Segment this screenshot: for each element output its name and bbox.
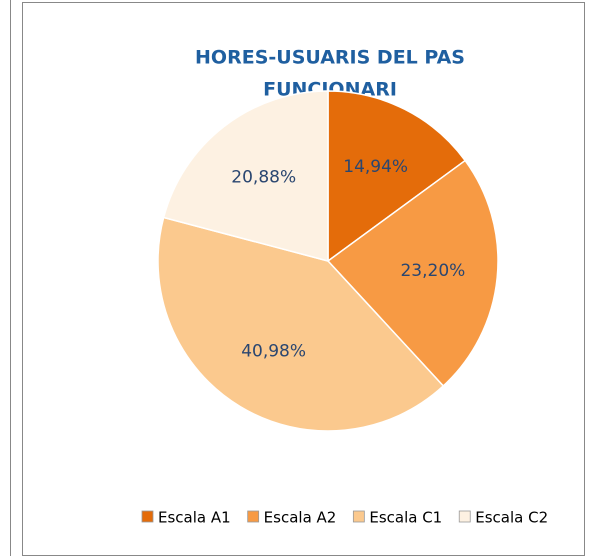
data-label: 14,94%	[343, 157, 408, 177]
legend-label: Escala A1	[158, 509, 231, 527]
legend-swatch	[247, 510, 260, 523]
data-label: 23,20%	[400, 261, 465, 281]
pie-slice	[157, 216, 445, 432]
pie-slice	[162, 90, 329, 262]
data-label: 20,88%	[231, 167, 296, 187]
legend-label: Escala C1	[369, 509, 442, 527]
legend-swatch	[458, 510, 471, 523]
data-label: 40,98%	[241, 341, 306, 361]
legend-label: Escala C2	[475, 509, 548, 527]
pie-slice	[327, 90, 467, 263]
legend-swatch	[141, 510, 154, 523]
legend-label: Escala A2	[264, 509, 337, 527]
pie-slice	[326, 159, 499, 388]
legend-swatch	[352, 510, 365, 523]
chart-title: HORES-USUARIS DEL PAS	[195, 47, 465, 69]
